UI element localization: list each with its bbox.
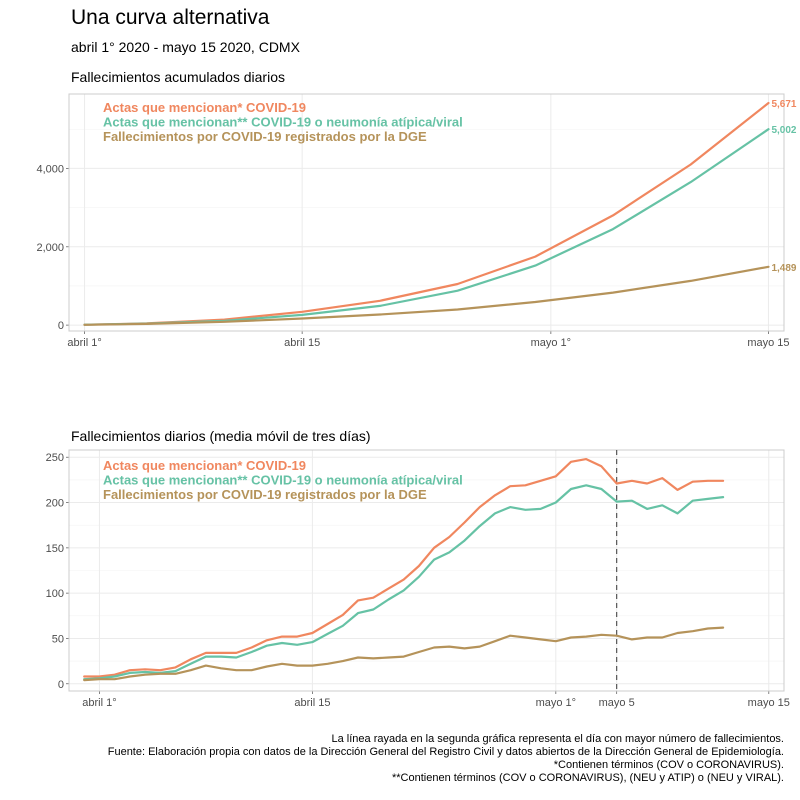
panel-border	[68, 449, 785, 692]
x-tick-label: mayo 15	[747, 337, 789, 349]
panel-title-daily: Fallecimientos diarios (media móvil de t…	[71, 428, 371, 444]
end-value-label: 1,489	[771, 263, 796, 274]
y-tick-label: 250	[46, 452, 64, 464]
caption-line-source: Fuente: Elaboración propia con datos de …	[107, 746, 784, 758]
x-tick-label: mayo 1°	[531, 337, 571, 349]
y-tick-label: 0	[58, 320, 64, 332]
chart-subtitle: abril 1° 2020 - mayo 15 2020, CDMX	[71, 39, 300, 55]
x-tick-label: mayo 5	[599, 697, 635, 709]
y-tick-label: 0	[58, 679, 64, 691]
legend-entry: Fallecimientos por COVID-19 registrados …	[103, 487, 427, 502]
legend-entry: Actas que mencionan* COVID-19	[103, 458, 306, 473]
panel-title-cumulative: Fallecimientos acumulados diarios	[71, 69, 285, 85]
series-line-dge	[83, 626, 725, 682]
y-tick-label: 100	[46, 588, 64, 600]
x-tick-label: mayo 1°	[536, 697, 576, 709]
panel-cumulative: 0 2,000 4,000 abril 1° abril 15 mayo 1° mayo 1…	[36, 93, 797, 349]
panel-border	[68, 93, 785, 332]
legend-entry: Fallecimientos por COVID-19 registrados …	[103, 129, 427, 144]
y-tick-label: 150	[46, 543, 64, 555]
end-value-label: 5,671	[771, 99, 796, 110]
series-line-actas-neumonia	[83, 484, 725, 681]
caption-line-dashed-note: La línea rayada en la segunda gráfica re…	[331, 733, 785, 745]
legend-entry: Actas que mencionan* COVID-19	[103, 100, 306, 115]
caption-line-footnote-2: **Contienen términos (COV o CORONAVIRUS)…	[391, 772, 784, 784]
y-tick-label: 200	[46, 498, 64, 510]
x-tick-label: abril 15	[284, 337, 320, 349]
caption: La línea rayada en la segunda gráfica re…	[108, 733, 784, 785]
x-tick-label: abril 1°	[82, 697, 116, 709]
series-line-dge	[83, 265, 770, 326]
end-value-label: 5,002	[771, 125, 796, 136]
y-tick-label: 4,000	[36, 163, 64, 175]
chart-title: Una curva alternativa	[71, 6, 270, 29]
series-line-actas-covid	[83, 458, 725, 678]
caption-line-footnote-1: *Contienen términos (COV o CORONAVIRUS).	[553, 759, 784, 771]
panel-daily: 0 50 100 150 200 250 abril 1° abril 15 mayo 1° ma…	[46, 449, 790, 709]
legend-entry: Actas que mencionan** COVID-19 o neumoní…	[103, 473, 463, 488]
x-tick-label: abril 15	[294, 697, 330, 709]
legend-entry: Actas que mencionan** COVID-19 o neumoní…	[103, 115, 463, 130]
y-tick-label: 50	[52, 633, 64, 645]
y-tick-label: 2,000	[36, 242, 64, 254]
x-tick-label: abril 1°	[67, 337, 101, 349]
x-tick-label: mayo 15	[748, 697, 790, 709]
